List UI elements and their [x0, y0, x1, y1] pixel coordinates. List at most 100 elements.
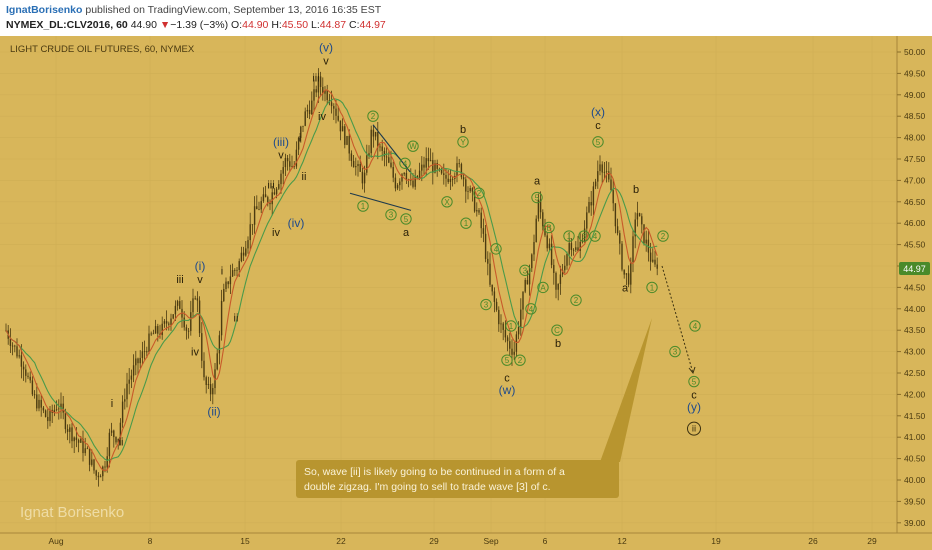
candle-body	[60, 403, 62, 409]
wave-label: v	[278, 150, 284, 162]
candle-body	[183, 317, 185, 328]
candle-body	[207, 384, 210, 385]
candle-body	[275, 188, 278, 195]
circled-wave-marker	[525, 303, 537, 315]
candle-body	[82, 439, 84, 454]
candle-body	[370, 129, 372, 154]
candle-body	[577, 247, 579, 252]
candle-body	[434, 162, 436, 173]
price-tick-label: 48.50	[904, 111, 926, 121]
candle-body	[108, 432, 111, 457]
candle-body	[656, 264, 658, 269]
wave-label: ii	[302, 171, 307, 183]
symbol-label[interactable]: NYMEX_DL:CLV2016, 60	[6, 19, 128, 31]
candle-body	[506, 337, 509, 342]
candle-body	[295, 149, 298, 167]
circled-wave-marker	[400, 213, 412, 225]
candle-body	[493, 291, 496, 302]
wave-label: c	[595, 120, 601, 132]
candle-body	[520, 309, 522, 327]
candle-body	[11, 345, 14, 347]
circled-wave-marker	[669, 345, 681, 358]
candle-body	[555, 272, 557, 290]
candle-body	[249, 224, 251, 241]
circled-wave-label: 2	[477, 189, 482, 198]
candle-body	[372, 129, 375, 137]
candle-body	[385, 156, 388, 158]
price-tick-label: 39.00	[904, 518, 926, 528]
candle-body	[588, 202, 590, 213]
candle-body	[363, 172, 366, 184]
candle-body	[205, 377, 207, 385]
candle-body	[99, 476, 102, 478]
wave-label: i	[299, 133, 301, 145]
candle-body	[18, 355, 20, 357]
circled-wave-marker	[537, 281, 549, 294]
circled-wave-label: 4	[593, 232, 598, 241]
candle-body	[106, 456, 108, 468]
candle-body	[451, 178, 454, 180]
author-link[interactable]: IgnatBorisenko	[6, 4, 83, 16]
candle-body	[148, 333, 150, 353]
candle-body	[612, 190, 614, 204]
time-axis[interactable]	[0, 533, 932, 550]
candle-body	[282, 167, 284, 174]
price-axis[interactable]	[897, 36, 932, 533]
wave-label: i	[221, 265, 223, 277]
candle-body	[377, 131, 379, 148]
candle-body	[581, 241, 584, 243]
candle-body	[14, 345, 16, 347]
candle-body	[366, 155, 368, 173]
time-tick-label: 8	[148, 536, 153, 546]
candle-body	[264, 194, 267, 198]
price-tick-label: 50.00	[904, 47, 926, 57]
candle-body	[174, 305, 177, 315]
wave-label: b	[633, 184, 639, 196]
wave-label: iii	[267, 180, 274, 192]
circled-wave-label: 4	[529, 305, 534, 314]
candle-body	[533, 242, 535, 255]
candle-body	[93, 459, 95, 471]
candle-body	[75, 437, 78, 441]
candle-body	[36, 394, 38, 409]
candle-body	[570, 243, 573, 250]
note-text: So, wave [ii] is likely going to be cont…	[304, 466, 565, 493]
candle-body	[121, 401, 124, 423]
candle-body	[260, 201, 262, 210]
circled-wave-label: 3	[523, 266, 528, 275]
candle-body	[542, 212, 544, 227]
candle-body	[97, 475, 100, 478]
candle-body	[152, 333, 155, 335]
candle-body	[324, 90, 326, 94]
candle-body	[394, 177, 397, 189]
time-tick-label: Aug	[48, 536, 63, 546]
candle-body	[460, 164, 463, 178]
candle-body	[229, 276, 232, 285]
high-label: H:	[271, 19, 282, 31]
wave-label: c	[504, 372, 510, 384]
candle-body	[473, 191, 476, 212]
candle-body	[326, 90, 328, 101]
candle-body	[495, 301, 498, 310]
circled-wave-marker	[385, 208, 397, 221]
time-tick-label: Sep	[483, 536, 498, 546]
candle-body	[357, 164, 359, 167]
publish-info: published on TradingView.com, September …	[85, 4, 382, 16]
circled-wave-label: C	[554, 326, 560, 335]
close-label: C:	[348, 19, 360, 31]
circled-wave-label: 5	[535, 194, 540, 203]
price-tick-label: 48.00	[904, 133, 926, 143]
candle-body	[443, 173, 445, 176]
candle-body	[242, 252, 245, 256]
price-tick-label: 45.50	[904, 240, 926, 250]
watermark: Ignat Borisenko	[20, 504, 124, 521]
circled-wave-label: 1	[464, 219, 469, 228]
wave-label: iii	[312, 73, 319, 85]
wave-label: (i)	[195, 259, 206, 273]
candle-body	[245, 248, 247, 256]
candle-body	[227, 281, 229, 285]
note-callout: So, wave [ii] is likely going to be cont…	[296, 318, 652, 498]
circled-wave-label: B	[546, 223, 551, 232]
circled-wave-label: W	[409, 142, 417, 151]
